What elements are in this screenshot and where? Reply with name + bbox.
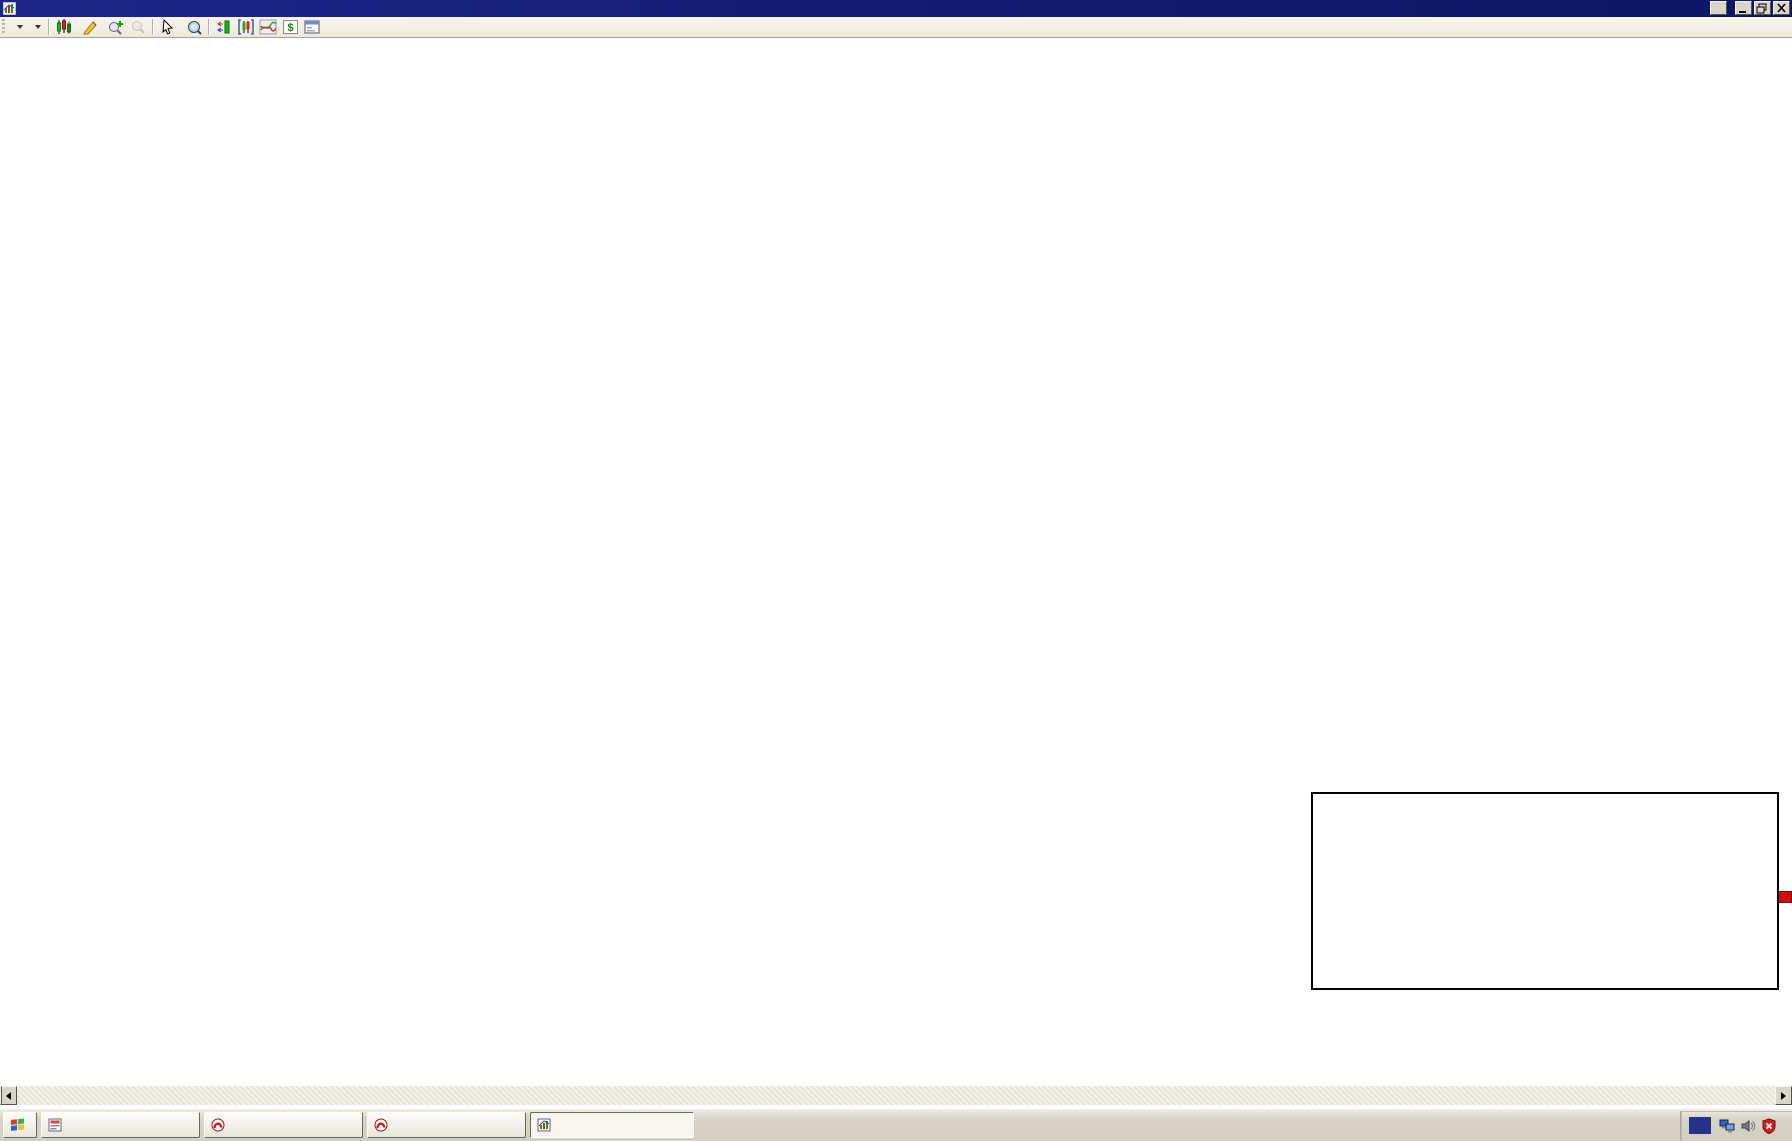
taskbar-button-ninjatrader[interactable] <box>204 1112 363 1138</box>
windows-logo-icon <box>10 1118 25 1132</box>
app-chart-icon <box>3 2 16 15</box>
volume-icon[interactable] <box>1740 1118 1756 1134</box>
pencil-icon <box>82 21 97 35</box>
taskbar-button-total-commander[interactable] <box>41 1112 200 1138</box>
chevron-down-icon <box>35 25 41 29</box>
instrument-dropdown[interactable] <box>9 18 27 36</box>
window-titlebar <box>0 0 1792 17</box>
data-box-button[interactable] <box>183 18 205 36</box>
toolbar-grip[interactable] <box>2 19 5 35</box>
toolbar-separator <box>208 19 210 35</box>
ninjatrader-icon <box>211 1118 225 1132</box>
dollar-icon: $ <box>282 20 298 34</box>
toolbar-separator <box>48 19 50 35</box>
close-button[interactable] <box>1773 1 1790 15</box>
restore-button[interactable] <box>1754 1 1771 15</box>
security-shield-icon[interactable] <box>1761 1117 1777 1134</box>
indicators-button[interactable] <box>257 18 279 36</box>
account-button[interactable]: $ <box>279 18 301 36</box>
chart-toolbar: $ <box>0 17 1792 38</box>
arrow-left-icon <box>6 1091 11 1100</box>
chevron-down-icon <box>17 25 23 29</box>
taskbar-button-control-center[interactable] <box>367 1112 526 1138</box>
zoom-out-icon <box>132 21 145 34</box>
link-button[interactable] <box>1710 1 1727 15</box>
svg-text:$: $ <box>287 22 293 34</box>
scrollbar-thumb[interactable] <box>0 1086 2 1105</box>
indicators-icon <box>259 19 277 35</box>
drawing-tools-button[interactable] <box>79 18 101 36</box>
chart-style-icon <box>56 19 71 34</box>
network-icon[interactable] <box>1719 1118 1735 1134</box>
cursor-button[interactable] <box>157 18 179 36</box>
horizontal-scrollbar[interactable] <box>0 1086 1792 1105</box>
chart-style-button[interactable] <box>53 18 75 36</box>
chart-properties-button[interactable] <box>301 18 323 36</box>
arrow-right-icon <box>1781 1091 1786 1100</box>
market-replay-button[interactable] <box>235 18 257 36</box>
taskbar-button-chart-active[interactable] <box>530 1112 694 1138</box>
total-commander-icon <box>48 1118 62 1132</box>
chart-trader-icon <box>216 20 229 34</box>
market-replay-icon <box>238 19 254 35</box>
language-indicator[interactable] <box>1689 1117 1711 1134</box>
zoom-in-button[interactable] <box>105 18 127 36</box>
period-dropdown[interactable] <box>27 18 45 36</box>
cursor-icon <box>161 19 173 35</box>
chart-window-icon <box>537 1118 551 1132</box>
start-button[interactable] <box>3 1112 37 1138</box>
scroll-left-button[interactable] <box>0 1086 17 1105</box>
restore-icon <box>1756 3 1767 14</box>
minimize-button[interactable] <box>1735 1 1752 15</box>
properties-window-icon <box>304 20 320 34</box>
zoom-out-button[interactable] <box>127 18 149 36</box>
chart-trader-button[interactable] <box>213 18 235 36</box>
data-box-magnifier-icon <box>188 21 202 35</box>
close-icon <box>1777 3 1786 13</box>
zoom-in-icon <box>109 21 123 35</box>
scroll-right-button[interactable] <box>1775 1086 1792 1105</box>
toolbar-separator <box>152 19 154 35</box>
taskbar <box>0 1108 1792 1141</box>
minimize-icon <box>1739 11 1746 13</box>
ninjatrader-icon <box>374 1118 388 1132</box>
system-tray <box>1680 1111 1792 1140</box>
watermark-box <box>1311 792 1779 990</box>
